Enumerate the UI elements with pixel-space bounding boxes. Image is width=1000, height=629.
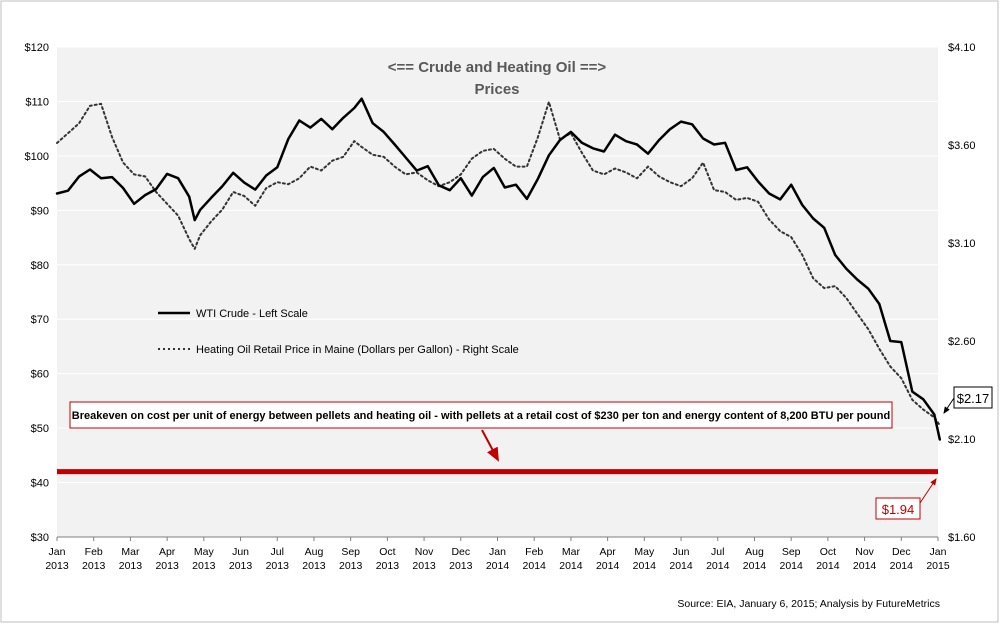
x-tick-label-month: Jan bbox=[49, 546, 66, 558]
x-tick-label-month: Aug bbox=[305, 546, 324, 558]
x-tick-label-month: May bbox=[634, 546, 655, 558]
y-right-tick-label: $2.10 bbox=[948, 434, 976, 446]
x-tick-label-year: 2015 bbox=[926, 560, 950, 572]
x-tick-label-month: Jul bbox=[271, 546, 284, 558]
x-tick-label-year: 2014 bbox=[816, 560, 840, 572]
x-tick-label-month: Jun bbox=[232, 546, 249, 558]
x-tick-label-month: Oct bbox=[820, 546, 836, 558]
y-left-tick-label: $30 bbox=[31, 532, 49, 544]
x-tick-label-year: 2014 bbox=[596, 560, 620, 572]
y-axis-left: $120 $110 $100 $90 $80 $70 $60 $50 $40 $30 bbox=[25, 42, 49, 544]
x-tick-label-month: Nov bbox=[855, 546, 874, 558]
callout-breakeven-value-arrow bbox=[919, 478, 937, 504]
x-tick-label-month: Dec bbox=[451, 546, 470, 558]
x-tick-label-year: 2013 bbox=[412, 560, 436, 572]
y-left-tick-label: $90 bbox=[31, 205, 49, 217]
x-tick-label-month: Jan bbox=[930, 546, 947, 558]
breakeven-annotation-box bbox=[69, 401, 893, 429]
y-right-tick-label: $3.60 bbox=[948, 140, 976, 152]
y-right-tick-label: $2.60 bbox=[948, 336, 976, 348]
x-tick-label-year: 2013 bbox=[376, 560, 400, 572]
y-left-tick-label: $60 bbox=[31, 369, 49, 381]
x-tick-label-year: 2014 bbox=[890, 560, 914, 572]
callout-breakeven-value-box bbox=[875, 497, 921, 520]
y-left-tick-label: $40 bbox=[31, 478, 49, 490]
legend-label-wti: WTI Crude - Left Scale bbox=[196, 308, 308, 320]
x-tick-label-year: 2014 bbox=[633, 560, 657, 572]
x-tick-label-month: Oct bbox=[379, 546, 395, 558]
series-line-wti bbox=[55, 97, 942, 441]
y-left-tick-label: $110 bbox=[25, 96, 49, 108]
y-right-tick-label: $4.10 bbox=[948, 42, 976, 54]
y-left-tick-label: $100 bbox=[25, 151, 49, 163]
x-tick-label-year: 2013 bbox=[302, 560, 326, 572]
x-tick-label-year: 2014 bbox=[523, 560, 547, 572]
x-tick-label-year: 2014 bbox=[743, 560, 767, 572]
x-tick-label-year: 2013 bbox=[82, 560, 106, 572]
x-tick-label-year: 2013 bbox=[449, 560, 473, 572]
x-tick-label-year: 2014 bbox=[486, 560, 510, 572]
source-note: Source: EIA, January 6, 2015; Analysis b… bbox=[677, 598, 940, 610]
chart-title-line2: Prices bbox=[474, 81, 519, 98]
x-tick-label-month: Aug bbox=[745, 546, 764, 558]
x-tick-label-year: 2013 bbox=[192, 560, 216, 572]
x-tick-label-month: Mar bbox=[562, 546, 581, 558]
chart-title-line1: <== Crude and Heating Oil ==> bbox=[388, 59, 607, 76]
x-tick-label-year: 2014 bbox=[559, 560, 583, 572]
x-tick-label-month: Jan bbox=[489, 546, 506, 558]
x-tick-label-year: 2013 bbox=[266, 560, 290, 572]
y-left-tick-label: $50 bbox=[31, 423, 49, 435]
x-tick-label-year: 2013 bbox=[339, 560, 363, 572]
y-right-tick-label: $1.60 bbox=[948, 532, 976, 544]
x-tick-label-year: 2014 bbox=[853, 560, 877, 572]
x-tick-label-year: 2014 bbox=[706, 560, 730, 572]
x-tick-label-year: 2013 bbox=[119, 560, 143, 572]
x-tick-label-month: Sep bbox=[782, 546, 801, 558]
x-tick-label-month: Apr bbox=[599, 546, 616, 558]
x-tick-label-month: May bbox=[194, 546, 215, 558]
y-left-tick-label: $70 bbox=[31, 314, 49, 326]
x-tick-label-month: Dec bbox=[892, 546, 911, 558]
callout-heating-last-arrow bbox=[943, 397, 955, 414]
x-tick-label-year: 2013 bbox=[45, 560, 69, 572]
series-line-heating-oil bbox=[56, 100, 941, 427]
callout-heating-last-text: $2.17 bbox=[957, 391, 990, 406]
x-tick-label-month: Sep bbox=[341, 546, 360, 558]
breakeven-annotation-arrow bbox=[481, 429, 499, 462]
plot-area bbox=[57, 47, 938, 537]
y-left-tick-label: $120 bbox=[25, 42, 49, 54]
x-axis: Jan 2013 Feb 2013 Mar 2013 Apr 2013 May 2013 Jun 20… bbox=[45, 536, 950, 572]
x-tick-label-year: 2014 bbox=[779, 560, 803, 572]
y-left-tick-label: $80 bbox=[31, 260, 49, 272]
y-right-tick-label: $3.10 bbox=[948, 238, 976, 250]
callout-breakeven-value-text: $1.94 bbox=[882, 502, 915, 517]
x-tick-label-year: 2014 bbox=[669, 560, 693, 572]
x-tick-label-year: 2013 bbox=[155, 560, 179, 572]
x-tick-label-month: Feb bbox=[85, 546, 103, 558]
x-tick-label-year: 2013 bbox=[229, 560, 253, 572]
x-tick-label-month: Jul bbox=[711, 546, 724, 558]
x-tick-label-month: Feb bbox=[525, 546, 543, 558]
x-tick-label-month: Nov bbox=[415, 546, 434, 558]
x-tick-label-month: Mar bbox=[121, 546, 140, 558]
series-layer bbox=[55, 97, 942, 441]
x-tick-label-month: Jun bbox=[673, 546, 690, 558]
x-tick-label-month: Apr bbox=[159, 546, 176, 558]
callout-heating-last-box bbox=[953, 386, 993, 409]
legend-label-heating: Heating Oil Retail Price in Maine (Dolla… bbox=[196, 344, 519, 356]
breakeven-annotation-text: Breakeven on cost per unit of energy bet… bbox=[72, 410, 890, 422]
y-axis-right: $4.10 $3.60 $3.10 $2.60 $2.10 $1.60 bbox=[948, 42, 976, 544]
